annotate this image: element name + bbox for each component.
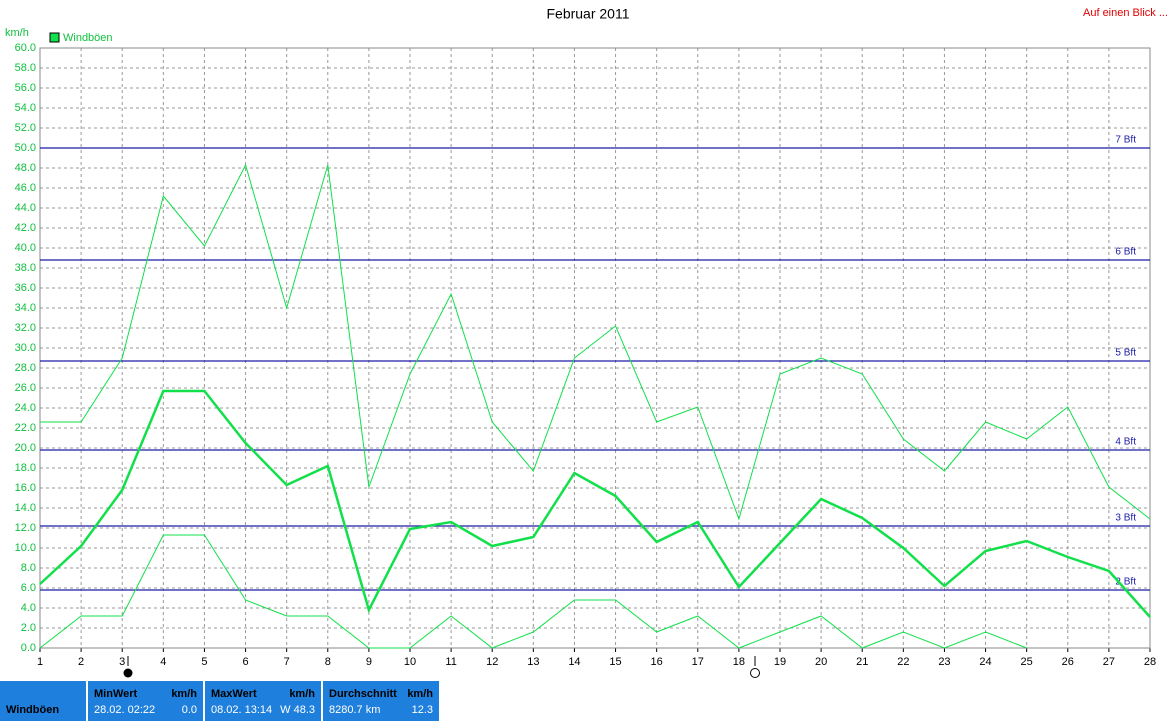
y-tick-label: 50.0 <box>15 142 36 154</box>
cell-unit: km/h <box>171 688 197 700</box>
x-tick-label: 17 <box>692 656 704 668</box>
x-tick-label: 2 <box>78 656 84 668</box>
y-tick-label: 6.0 <box>21 582 36 594</box>
x-tick-label: 23 <box>938 656 950 668</box>
beaufort-label: 7 Bft <box>1115 135 1136 146</box>
cell-title: MaxWert <box>211 688 257 700</box>
plot-frame <box>39 47 1151 649</box>
y-tick-label: 26.0 <box>15 382 36 394</box>
y-tick-label: 12.0 <box>15 522 36 534</box>
y-tick-label: 54.0 <box>15 102 36 114</box>
chart: Februar 2011 Auf einen Blick ... km/h Wi… <box>5 6 1168 678</box>
beaufort-label: 4 Bft <box>1115 437 1136 448</box>
beaufort-label: 3 Bft <box>1115 513 1136 524</box>
x-tick-label: 15 <box>609 656 621 668</box>
x-tick-label: 16 <box>651 656 663 668</box>
x-tick-label: 7 <box>284 656 290 668</box>
summary-cell: MaxWert km/h 08.02. 13:14 W 48.3 <box>205 681 323 721</box>
cell-value: 0.0 <box>181 704 197 716</box>
series-line <box>39 534 1027 649</box>
x-tick-label: 10 <box>404 656 416 668</box>
y-tick-label: 2.0 <box>21 622 36 634</box>
y-tick-label: 14.0 <box>15 502 36 514</box>
y-tick-label: 36.0 <box>15 282 36 294</box>
y-tick-label: 4.0 <box>21 602 36 614</box>
series-line <box>40 163 1151 521</box>
y-tick-label: 10.0 <box>15 542 36 554</box>
summary-cell: MinWert km/h 28.02. 02:22 0.0 <box>88 681 205 721</box>
y-tick-label: 46.0 <box>15 182 36 194</box>
x-tick-label: 9 <box>366 656 372 668</box>
x-tick-label: 14 <box>568 656 580 668</box>
y-tick-label: 52.0 <box>15 122 36 134</box>
x-tick-label: 12 <box>486 656 498 668</box>
y-tick-label: 30.0 <box>15 342 36 354</box>
cell-when: 8280.7 km <box>329 704 381 716</box>
x-tick-label: 6 <box>242 656 248 668</box>
y-tick-label: 40.0 <box>15 242 36 254</box>
x-tick-label: 20 <box>815 656 827 668</box>
series-line <box>39 389 1151 618</box>
y-tick-label: 16.0 <box>15 482 36 494</box>
x-tick-label: 25 <box>1021 656 1033 668</box>
y-tick-label: 18.0 <box>15 462 36 474</box>
summary-panel: Windböen MinWert km/h 28.02. 02:22 0.0 M… <box>0 681 441 721</box>
legend-swatch <box>49 32 60 43</box>
x-tick-label: 3 <box>119 656 125 668</box>
new-moon <box>123 668 133 678</box>
full-moon <box>750 668 760 678</box>
y-tick-label: 20.0 <box>15 442 36 454</box>
x-tick-label: 13 <box>527 656 539 668</box>
cell-when: 08.02. 13:14 <box>211 704 273 716</box>
y-axis-label: km/h <box>5 27 29 39</box>
y-tick-label: 44.0 <box>15 202 36 214</box>
chart-title: Februar 2011 <box>546 6 629 22</box>
cell-unit: km/h <box>289 688 315 700</box>
y-tick-label: 0.0 <box>21 642 36 654</box>
x-tick-label: 11 <box>445 656 456 668</box>
x-tick-label: 26 <box>1062 656 1074 668</box>
y-tick-label: 58.0 <box>15 62 36 74</box>
overview-link[interactable]: Auf einen Blick ... <box>1083 7 1168 19</box>
x-tick-label: 5 <box>201 656 207 668</box>
x-tick-label: 24 <box>979 656 991 668</box>
y-tick-label: 60.0 <box>15 42 36 54</box>
y-tick-label: 42.0 <box>15 222 36 234</box>
summary-label: Windböen <box>6 704 60 716</box>
y-tick-label: 28.0 <box>15 362 36 374</box>
cell-title: MinWert <box>94 688 138 700</box>
cell-value: W 48.3 <box>280 704 315 716</box>
x-tick-label: 28 <box>1144 656 1156 668</box>
cell-unit: km/h <box>407 688 433 700</box>
x-tick-label: 19 <box>774 656 786 668</box>
x-tick-label: 27 <box>1103 656 1115 668</box>
summary-label-cell: Windböen <box>0 681 88 721</box>
beaufort-label: 2 Bft <box>1115 577 1136 588</box>
y-tick-label: 32.0 <box>15 322 36 334</box>
x-tick-label: 18 <box>733 656 745 668</box>
y-tick-label: 38.0 <box>15 262 36 274</box>
cell-when: 28.02. 02:22 <box>94 704 156 716</box>
x-tick-label: 4 <box>160 656 166 668</box>
y-tick-label: 34.0 <box>15 302 36 314</box>
y-tick-label: 56.0 <box>15 82 36 94</box>
x-tick-label: 22 <box>897 656 909 668</box>
summary-cell: Durchschnitt km/h 8280.7 km 12.3 <box>323 681 441 721</box>
y-tick-label: 24.0 <box>15 402 36 414</box>
x-tick-label: 1 <box>37 656 43 668</box>
cell-value: 12.3 <box>411 704 433 716</box>
x-tick-label: 8 <box>325 656 331 668</box>
y-tick-label: 8.0 <box>21 562 36 574</box>
cell-title: Durchschnitt <box>329 688 397 700</box>
beaufort-label: 5 Bft <box>1115 348 1136 359</box>
legend-label: Windböen <box>63 32 113 44</box>
beaufort-label: 6 Bft <box>1115 247 1136 258</box>
y-tick-label: 22.0 <box>15 422 36 434</box>
y-tick-label: 48.0 <box>15 162 36 174</box>
x-tick-label: 21 <box>856 656 868 668</box>
